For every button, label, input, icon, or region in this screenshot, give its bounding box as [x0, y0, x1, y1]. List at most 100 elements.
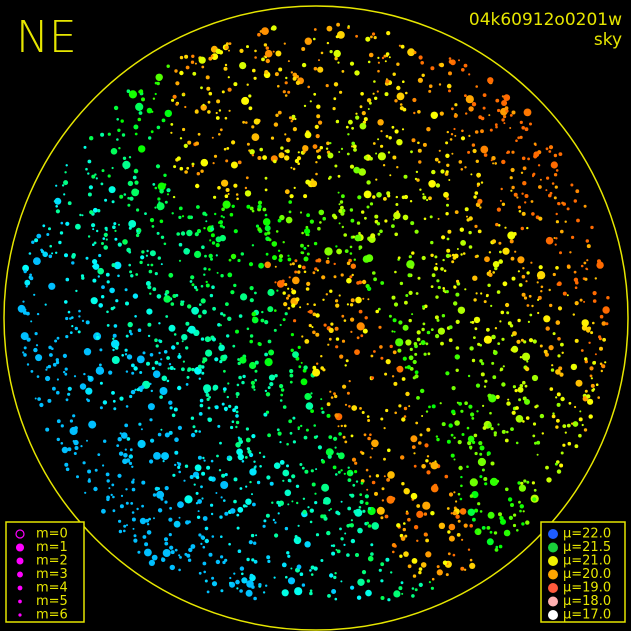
- star: [235, 414, 239, 418]
- star: [450, 133, 454, 136]
- star: [377, 307, 381, 311]
- star: [330, 396, 334, 399]
- star: [192, 425, 196, 429]
- star: [116, 118, 119, 121]
- star: [202, 309, 207, 315]
- star: [324, 247, 333, 256]
- star: [460, 484, 463, 488]
- star: [515, 406, 519, 410]
- star: [219, 441, 222, 445]
- star: [206, 397, 210, 401]
- star: [203, 384, 212, 393]
- star: [270, 136, 275, 140]
- star: [275, 50, 282, 57]
- star: [461, 433, 465, 436]
- star: [112, 333, 117, 338]
- star: [124, 348, 128, 352]
- star: [94, 173, 97, 176]
- star: [370, 552, 374, 556]
- star: [343, 543, 346, 547]
- star: [426, 198, 429, 202]
- star: [309, 219, 314, 224]
- star: [458, 160, 463, 164]
- star: [405, 339, 412, 346]
- star: [194, 250, 202, 258]
- star: [599, 314, 604, 319]
- star: [227, 272, 233, 278]
- star: [387, 598, 391, 602]
- star: [191, 162, 195, 166]
- star: [291, 303, 296, 308]
- star: [471, 417, 475, 420]
- star: [221, 402, 225, 406]
- star: [421, 255, 426, 261]
- star: [217, 186, 221, 190]
- star: [334, 413, 339, 418]
- star: [377, 138, 380, 141]
- star: [490, 159, 493, 162]
- star: [64, 300, 68, 304]
- star: [602, 337, 606, 342]
- star: [222, 216, 225, 219]
- star: [178, 554, 181, 557]
- star: [206, 86, 211, 91]
- star: [30, 320, 33, 323]
- star: [487, 511, 495, 519]
- star: [581, 423, 584, 427]
- star: [317, 226, 321, 231]
- star: [156, 125, 161, 130]
- star: [550, 368, 555, 372]
- star: [440, 169, 445, 174]
- star: [548, 345, 554, 351]
- star: [437, 327, 445, 335]
- star: [342, 209, 346, 213]
- star: [106, 495, 110, 500]
- star: [442, 287, 446, 290]
- star: [231, 140, 236, 145]
- star: [519, 509, 522, 513]
- star: [206, 465, 211, 470]
- star: [578, 417, 583, 422]
- star: [340, 580, 343, 583]
- star: [264, 352, 268, 357]
- star: [249, 339, 253, 344]
- brightness-symbol: [548, 556, 558, 566]
- star: [393, 211, 401, 220]
- star: [336, 248, 342, 255]
- star: [562, 424, 567, 428]
- star: [473, 433, 478, 438]
- star: [237, 453, 244, 461]
- star: [530, 261, 533, 264]
- star: [124, 288, 128, 292]
- star: [453, 253, 459, 259]
- star: [418, 160, 422, 164]
- star: [301, 251, 305, 255]
- star: [184, 54, 189, 59]
- star: [286, 137, 291, 143]
- star: [129, 270, 133, 274]
- star: [459, 497, 463, 501]
- star: [219, 128, 223, 132]
- star: [503, 94, 511, 101]
- star: [457, 519, 461, 523]
- star: [469, 494, 474, 498]
- star: [133, 366, 138, 371]
- star: [154, 360, 159, 365]
- star: [201, 360, 206, 364]
- star: [152, 370, 161, 379]
- star: [139, 385, 145, 390]
- star: [436, 279, 440, 283]
- star: [163, 295, 171, 303]
- star: [451, 152, 454, 155]
- star: [175, 81, 180, 86]
- star: [144, 212, 147, 216]
- star: [428, 581, 431, 584]
- star: [202, 561, 207, 566]
- star: [217, 323, 221, 327]
- star: [294, 259, 298, 263]
- star: [418, 55, 423, 60]
- star: [480, 116, 485, 121]
- star: [123, 529, 126, 533]
- star: [520, 171, 524, 174]
- star: [42, 251, 48, 258]
